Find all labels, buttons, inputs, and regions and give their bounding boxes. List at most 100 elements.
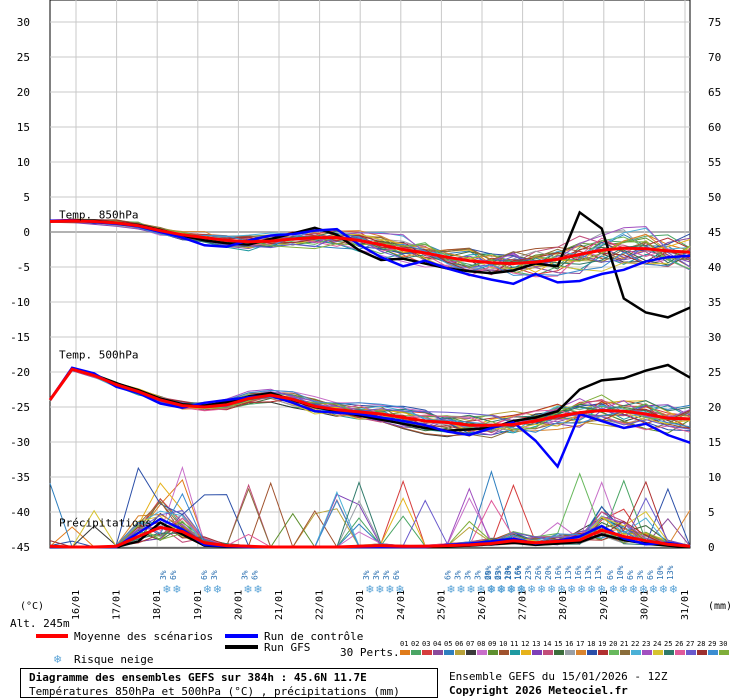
member-number: 10 — [499, 640, 507, 648]
snowflake-icon: ❄ — [587, 583, 596, 596]
snowflake-icon: ❄ — [253, 583, 262, 596]
snowflake-icon: ❄ — [446, 583, 455, 596]
mean-precip-line — [49, 525, 691, 549]
right-tick-label: 40 — [708, 261, 721, 274]
snowflake-icon: ❄ — [639, 583, 648, 596]
member-color-swatch — [554, 650, 564, 655]
plot-frame — [49, 0, 691, 549]
member-color-swatch — [686, 650, 696, 655]
snow-probability: 3% — [372, 570, 381, 580]
snow-probability: 3% — [240, 570, 249, 580]
x-tick-label: 18/01 — [152, 590, 163, 620]
altitude-label: Alt. 245m — [10, 617, 70, 630]
member-line — [49, 367, 691, 438]
snowflake-icon: ❄ — [466, 583, 475, 596]
footer-info: Ensemble GEFS du 15/01/2026 - 12Z Copyri… — [449, 668, 739, 698]
right-tick-label: 70 — [708, 51, 721, 64]
member-number: 17 — [576, 640, 584, 648]
snowflake-icon: ❄ — [597, 583, 606, 596]
snowflake-icon: ❄ — [486, 583, 495, 596]
left-axis-unit: (°C) — [20, 601, 44, 612]
x-tick-label: 24/01 — [396, 590, 407, 620]
member-number: 18 — [587, 640, 595, 648]
snowflake-icon: ❄ — [395, 583, 404, 596]
snowflake-icon: ❄ — [162, 583, 171, 596]
member-number: 02 — [411, 640, 419, 648]
x-tick-label: 16/01 — [71, 590, 82, 620]
member-number: 09 — [488, 640, 496, 648]
right-tick-label: 50 — [708, 191, 721, 204]
snow-probability: 13% — [666, 565, 675, 580]
chart-legend: Moyenne des scénarios Run de contrôleRun … — [36, 630, 729, 666]
member-number: 08 — [477, 640, 485, 648]
chart-title: Diagramme des ensembles GEFS sur 384h : … — [29, 671, 367, 684]
member-line — [49, 368, 691, 433]
snowflake-icon: ❄ — [507, 583, 516, 596]
member-color-swatch — [444, 650, 454, 655]
mean-t500-line — [48, 367, 691, 427]
snow-probability: 3% — [463, 570, 472, 580]
member-color-swatch — [477, 650, 487, 655]
right-tick-label: 25 — [708, 366, 721, 379]
x-tick-label: 30/01 — [639, 590, 650, 620]
member-line — [49, 369, 691, 436]
snow-probability: 6% — [646, 570, 655, 580]
mean-t850-line — [49, 219, 691, 266]
member-number: 06 — [455, 640, 463, 648]
member-line — [49, 369, 691, 432]
snow-probability: 13% — [594, 565, 603, 580]
member-color-swatch — [719, 650, 729, 655]
chart-subtitle: Températures 850hPa et 500hPa (°C) , pré… — [29, 685, 400, 698]
member-number: 29 — [708, 640, 716, 648]
snow-probability: 26% — [534, 565, 543, 580]
left-tick-label: -20 — [10, 366, 30, 379]
member-number: 12 — [521, 640, 529, 648]
snowflake-icon: ❄ — [669, 583, 678, 596]
gefs-ensemble-chart: 302520151050-5-10-15-20-25-30-35-40-4575… — [10, 0, 732, 666]
right-tick-label: 35 — [708, 296, 721, 309]
member-number: 15 — [554, 640, 562, 648]
member-color-swatch — [521, 650, 531, 655]
snow-probability: 10% — [656, 565, 665, 580]
member-number: 03 — [422, 640, 430, 648]
snowflake-icon: ❄ — [385, 583, 394, 596]
member-color-swatch — [433, 650, 443, 655]
snow-probability: 3% — [473, 570, 482, 580]
snow-probability: 6% — [626, 570, 635, 580]
snowflake-icon: ❄ — [609, 583, 618, 596]
snowflake-icon: ❄ — [476, 583, 485, 596]
member-color-swatch — [488, 650, 498, 655]
x-tick-label: 31/01 — [680, 590, 691, 620]
chart-grid — [49, 0, 691, 549]
legend-snow-label: Risque neige — [74, 653, 153, 666]
snow-probability: 6% — [250, 570, 259, 580]
member-number: 22 — [631, 640, 639, 648]
snow-probability: 16% — [513, 565, 522, 580]
snow-probability: 23% — [524, 565, 533, 580]
left-tick-label: 30 — [17, 16, 30, 29]
member-color-swatch — [708, 650, 718, 655]
legend-perts-label: 30 Perts. — [340, 646, 400, 659]
member-number: 07 — [466, 640, 474, 648]
member-number: 28 — [697, 640, 705, 648]
left-tick-label: 25 — [17, 51, 30, 64]
member-color-swatch — [620, 650, 630, 655]
right-tick-label: 30 — [708, 331, 721, 344]
snow-probability: 20% — [544, 565, 553, 580]
snowflake-icon: ❄ — [629, 583, 638, 596]
member-color-swatch — [642, 650, 652, 655]
legend-snow-icon: ❄ — [53, 653, 62, 666]
right-tick-label: 20 — [708, 401, 721, 414]
snow-probability: 3% — [210, 570, 219, 580]
member-color-swatch — [499, 650, 509, 655]
left-tick-label: -25 — [10, 401, 30, 414]
snow-probability: 3% — [382, 570, 391, 580]
member-color-swatch — [466, 650, 476, 655]
member-line — [49, 369, 691, 434]
member-number: 27 — [686, 640, 694, 648]
member-number: 30 — [719, 640, 727, 648]
snow-probability: 13% — [584, 565, 593, 580]
x-tick-label: 26/01 — [477, 590, 488, 620]
left-tick-label: -35 — [10, 471, 30, 484]
snowflake-icon: ❄ — [527, 583, 536, 596]
